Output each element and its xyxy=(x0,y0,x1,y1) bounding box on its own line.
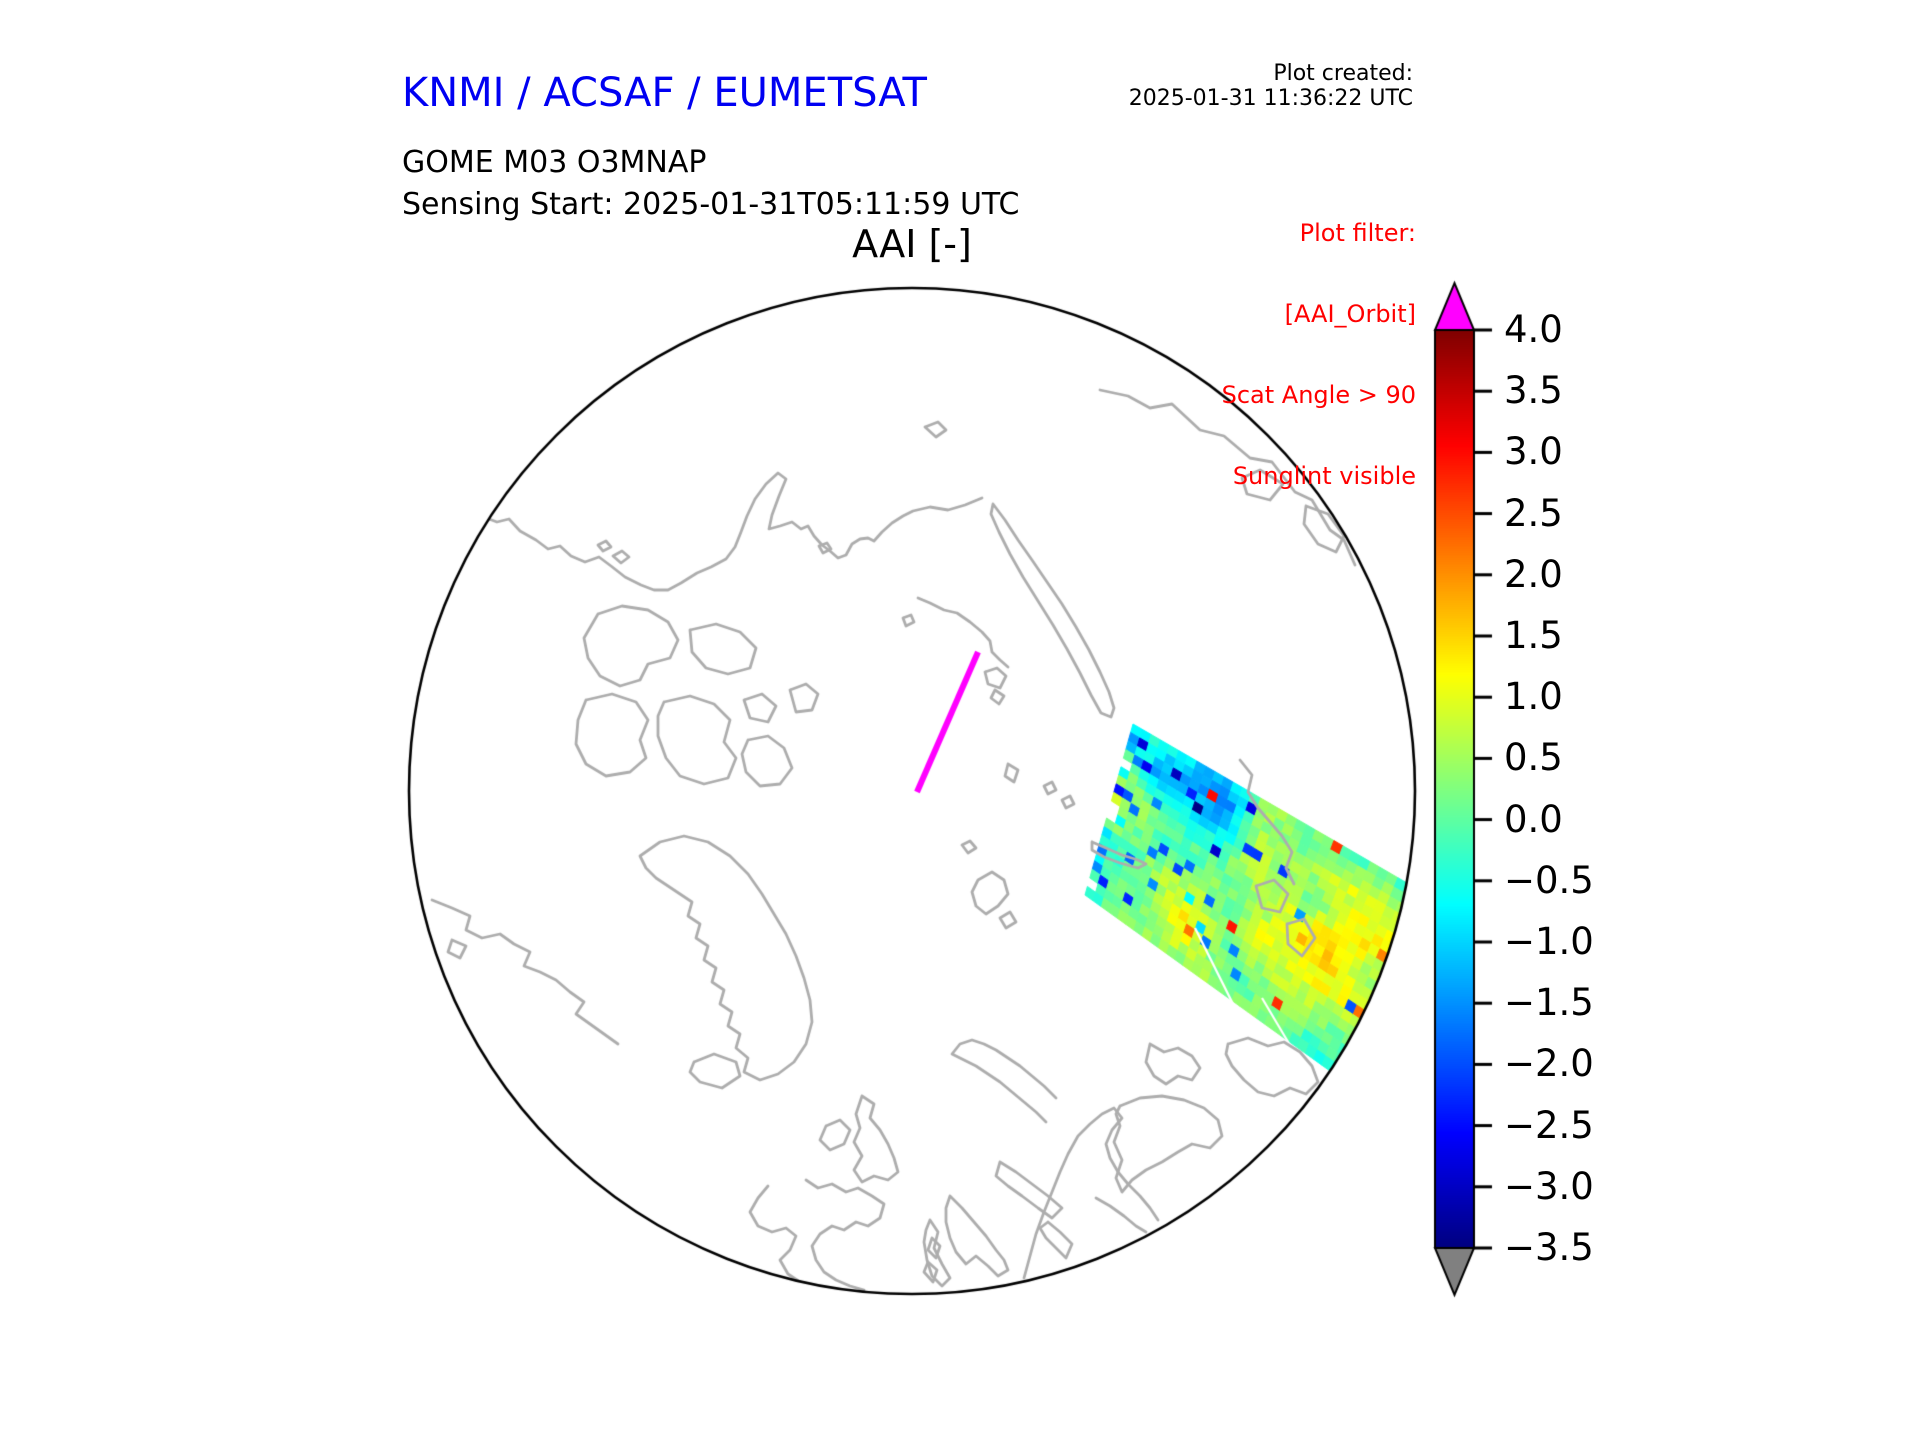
colorbar-tick-label: 0.0 xyxy=(1504,797,1563,841)
colorbar-tick-label: −3.5 xyxy=(1504,1226,1594,1269)
colorbar-tick-label: 3.5 xyxy=(1504,369,1563,413)
product-line: GOME M03 O3MNAP xyxy=(402,145,707,180)
filter-line: [AAI_Orbit] xyxy=(1284,300,1416,328)
filter-line: Scat Angle > 90 xyxy=(1221,381,1416,409)
plot-created-label: Plot created: xyxy=(1273,61,1413,86)
colorbar-tick-label: 1.0 xyxy=(1504,675,1563,719)
colorbar-tick-label: 1.5 xyxy=(1504,614,1563,657)
colorbar-tick-label: −2.5 xyxy=(1504,1103,1594,1147)
page-title: KNMI / ACSAF / EUMETSAT xyxy=(402,70,927,116)
colorbar-tick-label: −0.5 xyxy=(1504,858,1594,902)
colorbar-tick-label: 4.0 xyxy=(1504,308,1563,351)
colorbar-tick-label: 2.5 xyxy=(1504,491,1563,535)
map-title: AAI [-] xyxy=(852,222,972,266)
colorbar-tick-label: −1.5 xyxy=(1504,981,1594,1025)
colorbar-tick-label: −2.0 xyxy=(1504,1042,1594,1086)
colorbar-tick-label: −3.0 xyxy=(1504,1164,1594,1208)
colorbar-tick-label: 3.0 xyxy=(1504,430,1563,474)
colorbar-tick-label: 2.0 xyxy=(1504,552,1563,596)
sensing-start-line: Sensing Start: 2025-01-31T05:11:59 UTC xyxy=(402,187,1020,222)
plot-created-time: 2025-01-31 11:36:22 UTC xyxy=(1128,86,1413,111)
plot-filter-block: Plot filter: [AAI_Orbit] Scat Angle > 90… xyxy=(1222,166,1416,544)
filter-line: Sunglint visible xyxy=(1232,462,1416,490)
colorbar-tick-label: −1.0 xyxy=(1504,920,1594,963)
filter-line: Plot filter: xyxy=(1299,219,1416,247)
colorbar-tick-label: 0.5 xyxy=(1504,736,1563,780)
